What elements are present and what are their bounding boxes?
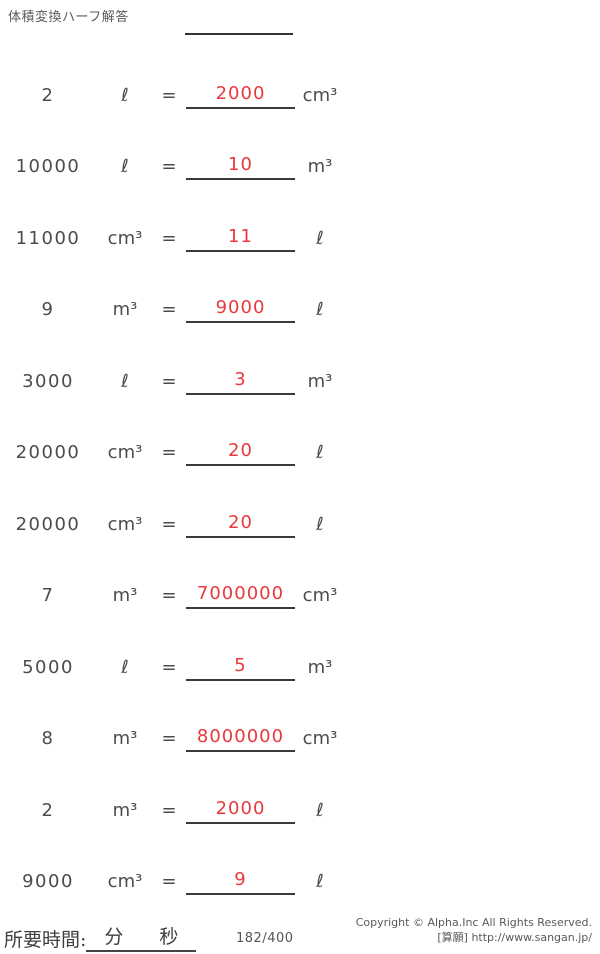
target-unit: m³ xyxy=(307,370,333,392)
answer-value: 5 xyxy=(234,654,247,676)
equals-sign: = xyxy=(161,799,177,821)
page-title: 体積変換ハーフ解答 xyxy=(8,10,129,25)
answer-value: 11 xyxy=(228,225,253,247)
target-unit: ℓ xyxy=(316,299,324,320)
time-required-field: 所要時間: 分秒 xyxy=(4,922,197,952)
equals-sign: = xyxy=(161,513,177,535)
answer-value: 10 xyxy=(228,154,253,175)
given-value: 20000 xyxy=(15,513,81,535)
given-unit: cm³ xyxy=(107,513,143,535)
answer-value: 20 xyxy=(228,440,253,461)
equals-sign: = xyxy=(161,442,177,463)
top-answer-blank-line xyxy=(185,33,293,35)
conversion-rows: 2 ℓ = 2000 cm³ 10000 ℓ = 10 m³ 11000 cm³… xyxy=(0,37,600,895)
answer-blank: 2000 xyxy=(186,796,295,824)
equals-sign: = xyxy=(161,871,177,892)
given-unit: ℓ xyxy=(121,156,129,177)
given-value: 9 xyxy=(41,299,55,320)
given-value: 7 xyxy=(41,585,55,606)
copyright-notice: Copyright © Alpha.Inc All Rights Reserve… xyxy=(356,915,592,945)
conversion-row: 11000 cm³ = 11 ℓ xyxy=(0,180,600,252)
equals-sign: = xyxy=(161,728,177,749)
given-value: 10000 xyxy=(15,156,81,177)
answer-blank: 5 xyxy=(186,653,295,681)
equals-sign: = xyxy=(161,156,177,177)
given-value: 2 xyxy=(41,84,55,106)
answer-blank: 10 xyxy=(186,152,295,180)
given-unit: ℓ xyxy=(121,370,129,392)
conversion-row: 2 m³ = 2000 ℓ xyxy=(0,752,600,824)
conversion-row: 9000 cm³ = 9 ℓ xyxy=(0,824,600,895)
given-value: 5000 xyxy=(22,656,74,678)
target-unit: ℓ xyxy=(316,442,324,463)
given-unit: m³ xyxy=(112,799,138,821)
answer-blank: 9000 xyxy=(186,295,295,323)
conversion-row: 5000 ℓ = 5 m³ xyxy=(0,609,600,681)
equals-sign: = xyxy=(161,299,177,320)
given-unit: ℓ xyxy=(121,84,129,106)
answer-blank: 20 xyxy=(186,510,295,538)
given-unit: m³ xyxy=(112,299,138,320)
target-unit: cm³ xyxy=(302,84,338,106)
minutes-label: 分 xyxy=(104,926,124,948)
target-unit: ℓ xyxy=(316,227,324,249)
answer-value: 9000 xyxy=(215,297,266,318)
conversion-row: 7 m³ = 7000000 cm³ xyxy=(0,538,600,609)
given-value: 11000 xyxy=(15,227,81,249)
conversion-row: 3000 ℓ = 3 m³ xyxy=(0,323,600,395)
target-unit: ℓ xyxy=(316,799,324,821)
time-required-label: 所要時間: xyxy=(4,929,87,951)
answer-value: 2000 xyxy=(215,797,266,819)
answer-value: 20 xyxy=(228,511,253,533)
answer-value: 2000 xyxy=(215,82,266,104)
answer-blank: 20 xyxy=(186,438,295,466)
given-value: 20000 xyxy=(15,442,81,463)
given-unit: cm³ xyxy=(107,227,143,249)
equals-sign: = xyxy=(161,656,177,678)
target-unit: ℓ xyxy=(316,871,324,892)
copyright-line2: [算願] http://www.sangan.jp/ xyxy=(437,931,592,944)
equals-sign: = xyxy=(161,370,177,392)
answer-value: 9 xyxy=(234,869,247,890)
given-value: 8 xyxy=(41,728,55,749)
answer-blank: 8000000 xyxy=(186,724,295,752)
answer-blank: 11 xyxy=(186,224,295,252)
conversion-row: 20000 cm³ = 20 ℓ xyxy=(0,466,600,538)
given-unit: ℓ xyxy=(121,656,129,678)
target-unit: cm³ xyxy=(302,585,338,606)
copyright-line1: Copyright © Alpha.Inc All Rights Reserve… xyxy=(355,916,592,929)
answer-value: 8000000 xyxy=(196,726,285,747)
target-unit: cm³ xyxy=(302,728,338,749)
time-blank-line: 分秒 xyxy=(86,922,197,952)
given-unit: m³ xyxy=(112,728,138,749)
given-value: 9000 xyxy=(22,871,74,892)
answer-blank: 9 xyxy=(186,867,295,895)
conversion-row: 8 m³ = 8000000 cm³ xyxy=(0,681,600,752)
given-unit: cm³ xyxy=(107,871,143,892)
conversion-row: 2 ℓ = 2000 cm³ xyxy=(0,37,600,109)
answer-blank: 2000 xyxy=(186,81,295,109)
given-value: 3000 xyxy=(22,370,74,392)
given-unit: cm³ xyxy=(107,442,143,463)
target-unit: ℓ xyxy=(316,513,324,535)
target-unit: m³ xyxy=(307,656,333,678)
equals-sign: = xyxy=(161,84,177,106)
target-unit: m³ xyxy=(307,156,333,177)
given-value: 2 xyxy=(41,799,55,821)
equals-sign: = xyxy=(161,227,177,249)
given-unit: m³ xyxy=(112,585,138,606)
progress-counter: 182/400 xyxy=(236,931,294,946)
equals-sign: = xyxy=(161,585,177,606)
answer-blank: 3 xyxy=(186,367,295,395)
conversion-row: 20000 cm³ = 20 ℓ xyxy=(0,395,600,466)
answer-blank: 7000000 xyxy=(186,581,295,609)
seconds-label: 秒 xyxy=(159,926,179,948)
conversion-row: 9 m³ = 9000 ℓ xyxy=(0,252,600,323)
answer-value: 7000000 xyxy=(196,583,285,604)
answer-value: 3 xyxy=(234,368,247,390)
conversion-row: 10000 ℓ = 10 m³ xyxy=(0,109,600,180)
